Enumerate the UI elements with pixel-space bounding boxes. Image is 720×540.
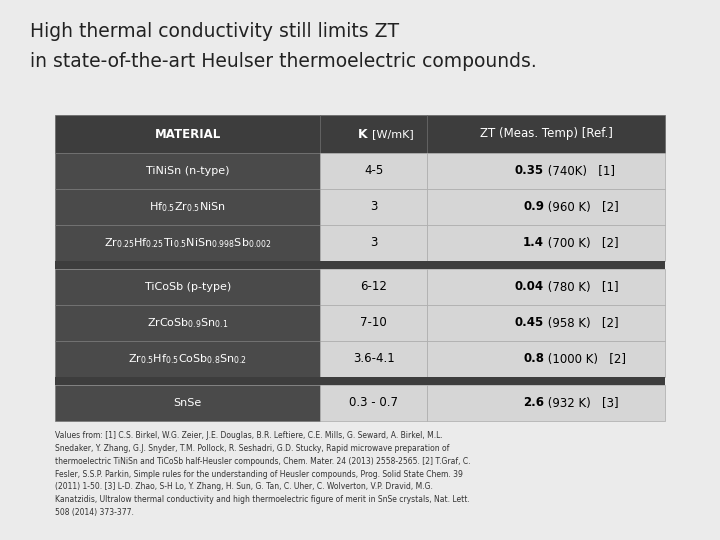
Text: TiNiSn (n-type): TiNiSn (n-type)	[146, 166, 230, 176]
Text: [W/mK]: [W/mK]	[372, 129, 413, 139]
Bar	[55, 385, 320, 421]
Text: 0.8: 0.8	[523, 353, 544, 366]
Bar	[320, 153, 427, 189]
Text: 6-12: 6-12	[360, 280, 387, 294]
Text: 0.9: 0.9	[523, 200, 544, 213]
Bar	[55, 189, 320, 225]
Text: SnSe: SnSe	[174, 398, 202, 408]
Text: (958 K)   [2]: (958 K) [2]	[544, 316, 618, 329]
Bar	[427, 189, 665, 225]
Text: (932 K)   [3]: (932 K) [3]	[544, 396, 618, 409]
Bar	[320, 305, 427, 341]
Bar	[55, 305, 320, 341]
Bar	[320, 115, 427, 153]
Text: 7-10: 7-10	[360, 316, 387, 329]
Text: ZrCoSb$_{0.9}$Sn$_{0.1}$: ZrCoSb$_{0.9}$Sn$_{0.1}$	[147, 316, 228, 330]
Bar	[427, 305, 665, 341]
Text: 3.6-4.1: 3.6-4.1	[353, 353, 395, 366]
Text: 4-5: 4-5	[364, 165, 383, 178]
Text: (780 K)   [1]: (780 K) [1]	[544, 280, 618, 294]
Text: High thermal conductivity still limits ZT: High thermal conductivity still limits Z…	[30, 22, 399, 41]
Text: 2.6: 2.6	[523, 396, 544, 409]
Text: Values from: [1] C.S. Birkel, W.G. Zeier, J.E. Douglas, B.R. Leftiere, C.E. Mill: Values from: [1] C.S. Birkel, W.G. Zeier…	[55, 431, 470, 517]
Bar	[427, 225, 665, 261]
Text: Hf$_{0.5}$Zr$_{0.5}$NiSn: Hf$_{0.5}$Zr$_{0.5}$NiSn	[149, 200, 226, 214]
Text: 0.45: 0.45	[515, 316, 544, 329]
Text: 0.04: 0.04	[515, 280, 544, 294]
Bar	[320, 269, 427, 305]
Bar	[320, 189, 427, 225]
Text: 3: 3	[370, 237, 377, 249]
Bar	[55, 115, 320, 153]
Text: (700 K)   [2]: (700 K) [2]	[544, 237, 618, 249]
Text: 3: 3	[370, 200, 377, 213]
Bar	[427, 341, 665, 377]
Text: Zr$_{0.5}$Hf$_{0.5}$CoSb$_{0.8}$Sn$_{0.2}$: Zr$_{0.5}$Hf$_{0.5}$CoSb$_{0.8}$Sn$_{0.2…	[128, 352, 247, 366]
Text: 1.4: 1.4	[523, 237, 544, 249]
Text: Zr$_{0.25}$Hf$_{0.25}$Ti$_{0.5}$NiSn$_{0.998}$Sb$_{0.002}$: Zr$_{0.25}$Hf$_{0.25}$Ti$_{0.5}$NiSn$_{0…	[104, 236, 271, 250]
Text: 0.3 - 0.7: 0.3 - 0.7	[349, 396, 398, 409]
Text: 0.35: 0.35	[515, 165, 544, 178]
Text: ZT (Meas. Temp) [Ref.]: ZT (Meas. Temp) [Ref.]	[480, 127, 613, 140]
Text: (740K)   [1]: (740K) [1]	[544, 165, 615, 178]
Bar	[55, 341, 320, 377]
Bar	[427, 385, 665, 421]
Bar	[55, 153, 320, 189]
Text: K: K	[358, 127, 372, 140]
Bar	[427, 153, 665, 189]
Bar	[427, 115, 665, 153]
Text: (960 K)   [2]: (960 K) [2]	[544, 200, 618, 213]
Bar	[320, 341, 427, 377]
Bar	[55, 269, 320, 305]
Text: TiCoSb (p-type): TiCoSb (p-type)	[145, 282, 231, 292]
Bar	[55, 225, 320, 261]
Bar	[55, 261, 665, 269]
Bar	[320, 385, 427, 421]
Bar	[320, 225, 427, 261]
Bar	[427, 269, 665, 305]
Text: (1000 K)   [2]: (1000 K) [2]	[544, 353, 626, 366]
Text: MATERIAL: MATERIAL	[155, 127, 221, 140]
Text: in state-of-the-art Heulser thermoelectric compounds.: in state-of-the-art Heulser thermoelectr…	[30, 52, 536, 71]
Bar	[55, 377, 665, 385]
